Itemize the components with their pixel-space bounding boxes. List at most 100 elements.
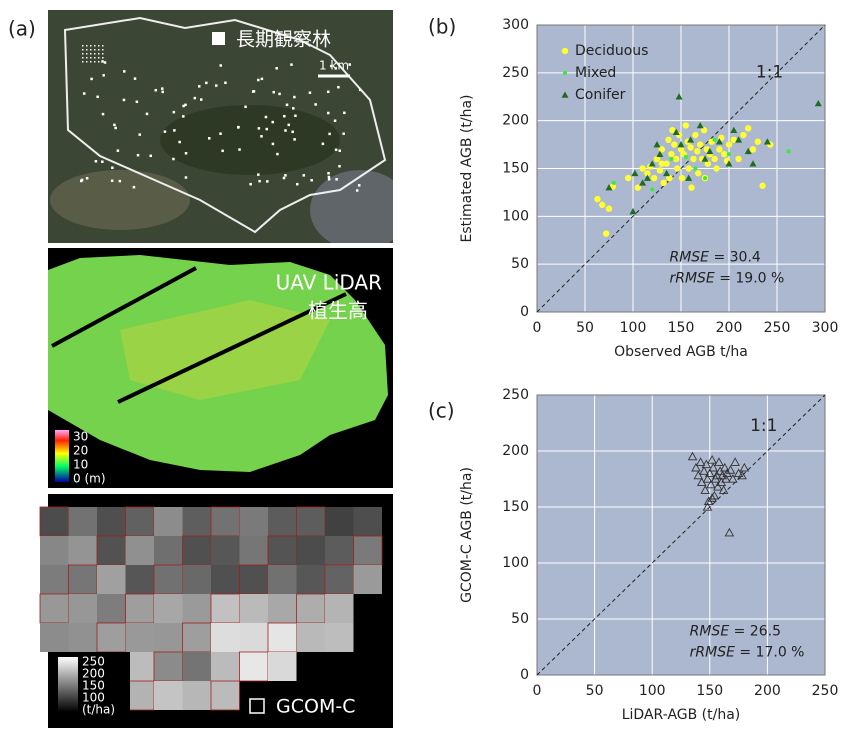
x-tick-label: 250 <box>764 320 791 336</box>
plot-dot <box>149 155 152 158</box>
gcom-cell <box>211 536 240 565</box>
gcom-cell <box>154 623 183 652</box>
gcom-cell <box>211 623 240 652</box>
plot-dot <box>98 49 100 51</box>
plot-dot <box>164 130 167 133</box>
plot-dot <box>90 49 92 51</box>
plot-dot <box>102 74 105 77</box>
gcom-cell <box>40 623 69 652</box>
x-tick-label: 50 <box>586 683 604 699</box>
plot-dot <box>98 57 100 59</box>
plot-dot <box>249 183 252 186</box>
gcom-cell <box>154 536 183 565</box>
plot-dot <box>86 53 88 55</box>
gcom-cell <box>354 565 383 594</box>
plot-dot <box>82 57 84 59</box>
plot-dot <box>82 61 84 63</box>
figure: (a) 長期観察林 1 km UAV LiDAR 植生高 GCOM-C 3020… <box>0 0 842 730</box>
plot-dot <box>119 180 122 183</box>
plot-dot <box>98 53 100 55</box>
gcom-cell <box>40 507 69 536</box>
plot-dot <box>90 57 92 59</box>
plot-dot <box>273 91 276 94</box>
legend-label: Mixed <box>575 65 616 81</box>
x-tick-label: 50 <box>576 320 594 336</box>
plot-dot <box>178 141 181 144</box>
annotation: rRMSE = 17.0 % <box>690 645 805 661</box>
plot-dot <box>146 113 149 116</box>
point <box>692 132 698 138</box>
plot-dot <box>293 96 296 99</box>
y-tick-label: 300 <box>502 17 529 33</box>
gcom-cell <box>325 507 354 536</box>
plot-dot <box>343 112 346 115</box>
point <box>639 165 645 171</box>
annotation: RMSE = 26.5 <box>690 624 781 640</box>
plot-dot <box>275 67 278 70</box>
y-tick-label: 100 <box>502 555 529 571</box>
y-tick-label: 200 <box>502 443 529 459</box>
plot-dot <box>104 61 107 64</box>
plot-dot <box>94 53 96 55</box>
plot-dot <box>185 176 188 179</box>
plot-dot <box>328 133 331 136</box>
plot-dot <box>359 89 362 92</box>
gcom-cell <box>183 652 212 681</box>
plot-dot <box>137 154 140 157</box>
plot-dot <box>90 53 92 55</box>
point <box>703 176 707 180</box>
plot-dot <box>82 45 84 47</box>
plot-dot <box>123 99 126 102</box>
y-tick-label: 100 <box>502 208 529 224</box>
point <box>759 183 765 189</box>
point <box>603 230 609 236</box>
plot-dot <box>337 86 340 89</box>
plot-dot <box>338 150 341 153</box>
plot-dot <box>266 128 269 130</box>
plot-dot <box>292 107 295 110</box>
gcom-cell <box>40 565 69 594</box>
point <box>713 165 719 171</box>
reference-label: 1:1 <box>756 62 783 82</box>
x-tick-label: 200 <box>754 683 781 699</box>
gcom-cell <box>183 507 212 536</box>
gcom-cell <box>126 565 155 594</box>
lidar-title: 植生高 <box>308 299 368 323</box>
annotation-italic: rRMSE <box>690 645 735 661</box>
x-tick-label: 200 <box>716 320 743 336</box>
gcom-cell <box>297 565 326 594</box>
gcom-cell <box>297 536 326 565</box>
plot-dot <box>94 49 96 51</box>
gcom-cell <box>126 623 155 652</box>
gcom-cell <box>69 507 98 536</box>
point <box>727 152 731 156</box>
annotation: rRMSE = 19.0 % <box>669 270 784 286</box>
gcom-cell <box>297 623 326 652</box>
plot-dot <box>322 143 325 146</box>
plot-dot <box>219 64 222 67</box>
gcom-cell <box>211 681 240 710</box>
gcom-cell <box>211 594 240 623</box>
colorbar-label: 20 <box>73 444 88 458</box>
plot-dot <box>266 180 269 183</box>
gcom-cell <box>97 623 126 652</box>
plot-dot <box>327 172 330 175</box>
plot-dot <box>258 127 261 130</box>
annotation-text: = 17.0 % <box>735 645 805 661</box>
plot-dot <box>161 91 164 94</box>
annotation-text: = 19.0 % <box>715 270 785 286</box>
plot-dot <box>98 45 100 47</box>
gcom-cell <box>154 594 183 623</box>
point <box>651 175 657 181</box>
plot-dot <box>334 120 337 123</box>
plot-dot <box>290 63 293 65</box>
plot-dot <box>194 97 197 100</box>
gcom-cell <box>240 623 269 652</box>
colorbar <box>55 430 69 482</box>
colorbar-label: 30 <box>73 430 88 444</box>
point <box>711 156 717 162</box>
satellite-image <box>48 10 410 250</box>
x-tick-label: 150 <box>696 683 723 699</box>
gcom-cell <box>183 623 212 652</box>
plot-dot <box>94 61 96 63</box>
